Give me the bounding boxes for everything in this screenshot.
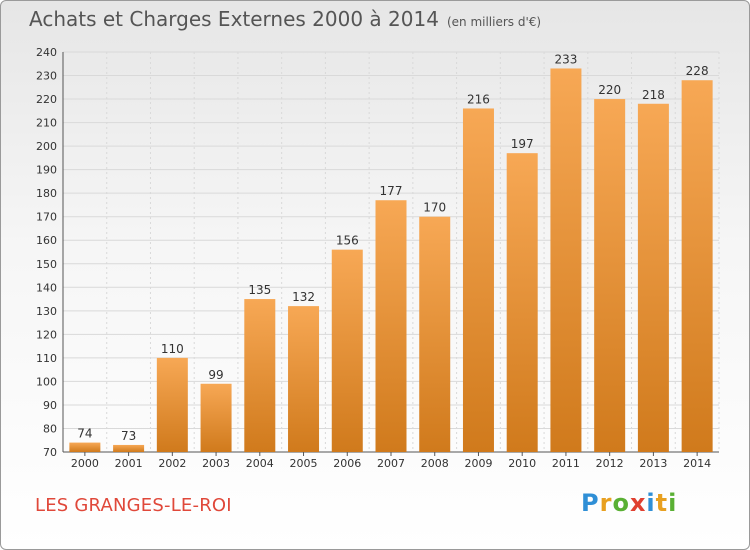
x-tick-label-2001: 2001 — [115, 457, 143, 470]
logo-letter: o — [612, 489, 630, 517]
data-labels: 74 73 110 99 135 132 156 177 170 216 197 233 220 218 2… — [77, 52, 708, 442]
y-tick-label: 100 — [36, 375, 57, 388]
x-tick-label-2002: 2002 — [158, 457, 186, 470]
y-tick-label: 180 — [36, 187, 57, 200]
data-label-2004: 135 — [248, 283, 271, 297]
x-tick-label-2009: 2009 — [464, 457, 492, 470]
data-label-2000: 74 — [77, 427, 92, 441]
y-tick-label: 140 — [36, 281, 57, 294]
proxiti-logo: Proxiti — [581, 489, 677, 517]
data-label-2012: 220 — [598, 83, 621, 97]
y-tick-label: 150 — [36, 258, 57, 271]
location-name: LES GRANGES-LE-ROI — [35, 495, 232, 516]
y-tick-label: 220 — [36, 93, 57, 106]
data-label-2010: 197 — [511, 137, 534, 151]
y-tick-label: 190 — [36, 164, 57, 177]
data-label-2011: 233 — [554, 52, 577, 66]
y-tick-label: 110 — [36, 352, 57, 365]
data-label-2009: 216 — [467, 92, 490, 106]
y-tick-label: 70 — [43, 446, 57, 459]
logo-letter: t — [655, 489, 669, 517]
logo-letter: i — [668, 489, 678, 517]
x-tick-label-2011: 2011 — [552, 457, 580, 470]
x-tick-label-2014: 2014 — [683, 457, 711, 470]
bar-2008 — [419, 216, 451, 452]
data-label-2003: 99 — [208, 368, 223, 382]
logo-letter: i — [646, 489, 656, 517]
tick-labels: 7080901001101201301401501601701801902002… — [36, 46, 711, 470]
x-tick-label-2013: 2013 — [639, 457, 667, 470]
data-label-2006: 156 — [336, 234, 359, 248]
bar-2004 — [244, 299, 276, 452]
data-label-2007: 177 — [380, 184, 403, 198]
unit-label: (en milliers d'€) — [446, 15, 542, 29]
logo-letter: x — [629, 489, 647, 517]
chart-title: Achats et Charges Externes 2000 à 2014 (e… — [29, 7, 541, 31]
x-tick-label-2006: 2006 — [333, 457, 361, 470]
x-tick-label-2003: 2003 — [202, 457, 230, 470]
bars — [69, 68, 713, 453]
bar-2006 — [331, 249, 363, 452]
bar-2005 — [288, 306, 320, 452]
logo-letter: r — [599, 489, 613, 517]
data-label-2005: 132 — [292, 290, 315, 304]
title-text: Achats et Charges Externes 2000 à 2014 — [29, 7, 439, 31]
x-tick-label-2012: 2012 — [596, 457, 624, 470]
data-label-2008: 170 — [423, 201, 446, 215]
bar-2009 — [462, 108, 494, 453]
data-label-2001: 73 — [121, 429, 136, 443]
y-tick-label: 200 — [36, 140, 57, 153]
bar-2000 — [69, 442, 101, 452]
x-tick-label-2010: 2010 — [508, 457, 536, 470]
x-tick-label-2004: 2004 — [246, 457, 274, 470]
y-tick-label: 80 — [43, 422, 57, 435]
y-tick-label: 90 — [43, 399, 57, 412]
bar-2002 — [156, 357, 188, 452]
data-label-2013: 218 — [642, 88, 665, 102]
y-tick-label: 210 — [36, 117, 57, 130]
bar-2010 — [506, 153, 538, 453]
logo-letter: P — [581, 489, 600, 517]
x-tick-label-2008: 2008 — [421, 457, 449, 470]
y-tick-label: 120 — [36, 328, 57, 341]
x-tick-label-2005: 2005 — [290, 457, 318, 470]
y-tick-label: 170 — [36, 211, 57, 224]
x-tick-label-2000: 2000 — [71, 457, 99, 470]
x-tick-label-2007: 2007 — [377, 457, 405, 470]
data-label-2002: 110 — [161, 342, 184, 356]
bar-2007 — [375, 200, 407, 452]
bar-2001 — [113, 444, 145, 452]
data-label-2014: 228 — [686, 64, 709, 78]
y-tick-label: 160 — [36, 234, 57, 247]
bar-2012 — [594, 99, 626, 452]
bar-2014 — [681, 80, 713, 452]
bar-2003 — [200, 383, 232, 452]
bar-2013 — [637, 103, 669, 452]
bar-2011 — [550, 68, 582, 453]
y-tick-label: 230 — [36, 70, 57, 83]
y-tick-label: 130 — [36, 305, 57, 318]
y-tick-label: 240 — [36, 46, 57, 59]
